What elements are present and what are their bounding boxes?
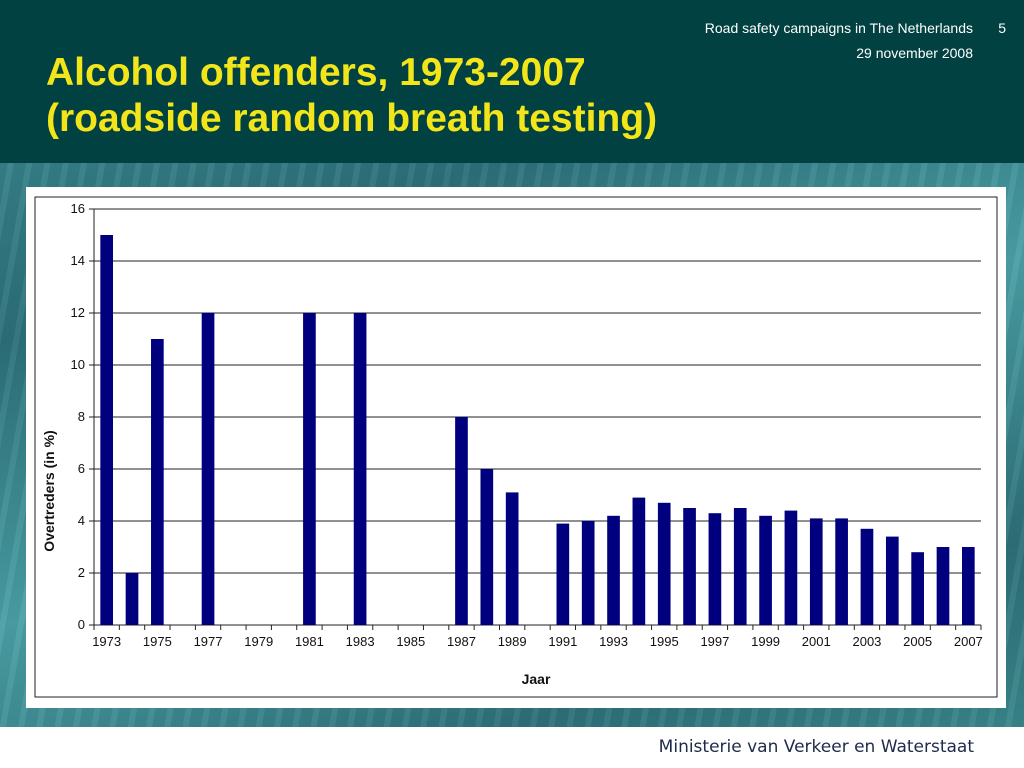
y-tick-label: 6 — [78, 461, 85, 476]
x-tick-label: 1981 — [295, 634, 324, 649]
bar-2006 — [936, 547, 950, 625]
bar-1998 — [733, 508, 747, 625]
chart-grid — [94, 208, 981, 626]
x-tick-label: 1973 — [92, 634, 121, 649]
bar-1994 — [632, 497, 646, 625]
x-axis-label: Jaar — [522, 671, 551, 687]
x-tick-label: 1985 — [396, 634, 425, 649]
bar-2001 — [809, 518, 823, 625]
x-tick-label: 1993 — [599, 634, 628, 649]
x-axis-ticks: 1973 1975 1977 1979 1981 1983 1985 1987 1989 1991… — [92, 625, 983, 649]
y-tick-label: 4 — [78, 513, 85, 528]
x-tick-label: 1999 — [751, 634, 780, 649]
y-tick-label: 2 — [78, 565, 85, 580]
presentation-date: 29 november 2008 — [856, 45, 973, 61]
bar-1997 — [708, 513, 722, 625]
chart-bars — [100, 235, 975, 625]
bar-1996 — [683, 508, 696, 625]
x-tick-label: 2003 — [852, 634, 881, 649]
bar-1983 — [353, 313, 367, 625]
y-tick-label: 8 — [78, 409, 85, 424]
bar-2000 — [784, 510, 798, 625]
y-tick-label: 14 — [71, 253, 85, 268]
x-tick-label: 1979 — [244, 634, 273, 649]
x-tick-label: 1991 — [548, 634, 577, 649]
x-tick-label: 1975 — [143, 634, 172, 649]
x-tick-label: 1995 — [650, 634, 679, 649]
bar-1989 — [505, 492, 519, 625]
presentation-name: Road safety campaigns in The Netherlands — [704, 20, 973, 36]
bar-1991 — [556, 523, 570, 625]
bar-1988 — [480, 469, 494, 625]
bar-1977 — [201, 313, 215, 625]
bar-1999 — [759, 515, 772, 625]
x-tick-label: 1997 — [700, 634, 729, 649]
x-tick-label: 1989 — [498, 634, 527, 649]
bar-1974 — [125, 573, 139, 625]
x-tick-label: 1987 — [447, 634, 476, 649]
bar-2002 — [835, 518, 848, 625]
bar-1992 — [581, 521, 595, 625]
footer-band: Ministerie van Verkeer en Waterstaat — [0, 727, 1024, 768]
bar-1987 — [455, 417, 468, 625]
bar-2005 — [911, 552, 924, 625]
y-tick-label: 10 — [71, 357, 85, 372]
y-axis-label: Overtreders (in %) — [41, 430, 57, 551]
header-band: Alcohol offenders, 1973-2007 (roadside r… — [0, 0, 1024, 163]
x-tick-label: 2001 — [802, 634, 831, 649]
bar-2004 — [885, 536, 899, 625]
x-tick-label: 2005 — [903, 634, 932, 649]
x-tick-label: 1983 — [346, 634, 375, 649]
y-tick-label: 16 — [71, 201, 85, 216]
y-axis-ticks: 0 2 4 6 8 10 12 14 16 — [71, 201, 95, 632]
y-tick-label: 12 — [71, 305, 85, 320]
slide-title: Alcohol offenders, 1973-2007 (roadside r… — [46, 51, 658, 140]
bar-1981 — [303, 313, 316, 625]
bar-2007 — [961, 547, 975, 625]
y-tick-label: 0 — [78, 617, 85, 632]
chart-panel: 0 2 4 6 8 10 12 14 16 1973 1975 1977 1979 1981 1983 19… — [26, 187, 1006, 708]
bar-1975 — [151, 339, 164, 625]
bar-1993 — [607, 515, 620, 625]
page-number: 5 — [998, 20, 1006, 36]
ministry-name: Ministerie van Verkeer en Waterstaat — [658, 737, 974, 757]
bar-2003 — [860, 528, 874, 625]
x-tick-label: 1977 — [194, 634, 223, 649]
x-tick-label: 2007 — [954, 634, 983, 649]
bar-1973 — [100, 235, 114, 625]
bar-1995 — [657, 502, 671, 625]
